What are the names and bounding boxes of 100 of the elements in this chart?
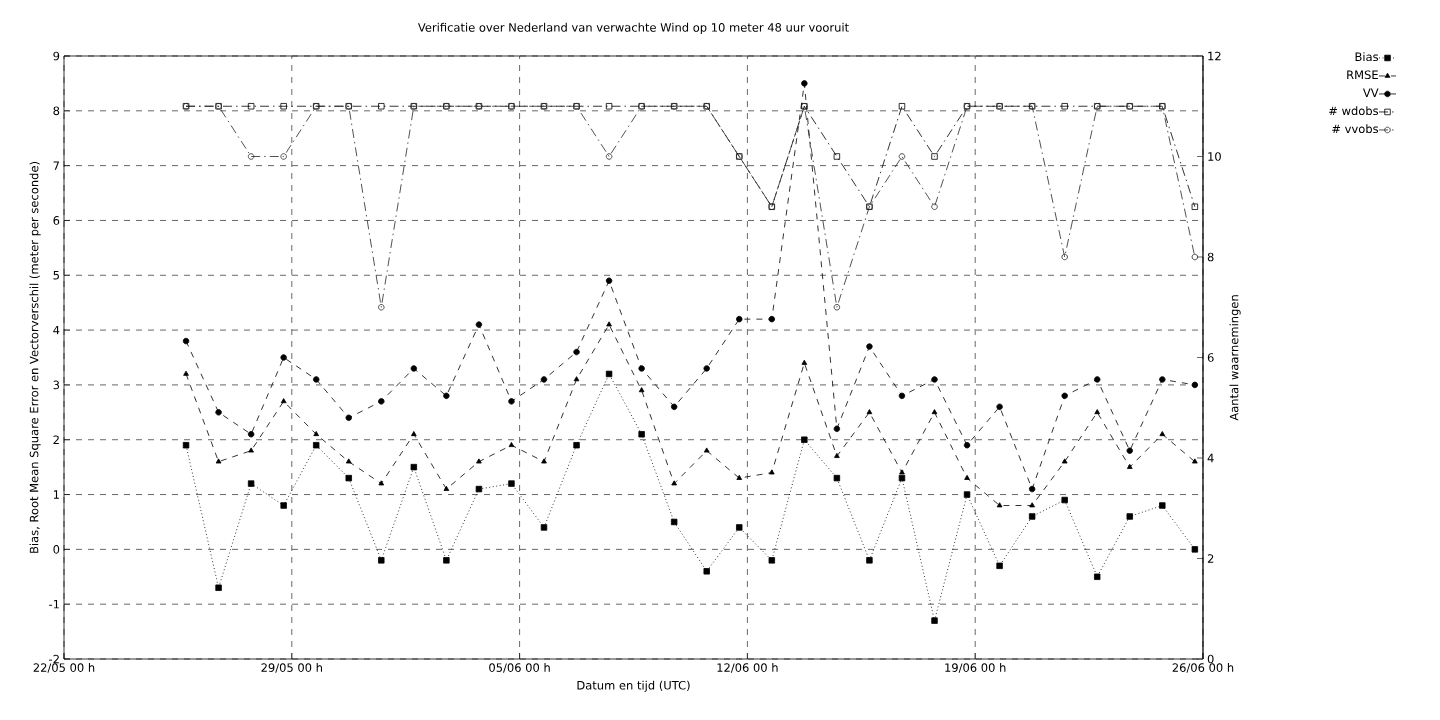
point <box>898 153 906 160</box>
y-tick-label: -2 <box>49 654 59 664</box>
legend-label: Bias <box>1355 52 1379 62</box>
point <box>833 474 841 482</box>
y-tick-label: 6 <box>53 216 60 225</box>
point <box>443 557 450 564</box>
point <box>280 153 287 160</box>
point <box>476 458 482 464</box>
point <box>183 370 189 376</box>
point <box>866 409 873 415</box>
point <box>280 354 287 361</box>
point <box>963 442 971 449</box>
point <box>573 376 580 382</box>
point <box>671 480 677 486</box>
point <box>280 502 287 509</box>
point <box>866 343 873 350</box>
point <box>931 203 938 210</box>
point <box>1192 458 1198 464</box>
point <box>996 562 1003 570</box>
point <box>475 321 483 328</box>
legend-label: VV <box>1362 88 1379 97</box>
y2-tick-label: 6 <box>1207 353 1214 362</box>
point <box>768 315 775 323</box>
point <box>801 359 808 365</box>
point <box>1061 496 1068 504</box>
point <box>313 431 320 437</box>
y2-tick-label: 2 <box>1207 554 1214 563</box>
point <box>768 469 775 475</box>
point <box>1061 458 1068 464</box>
point <box>605 153 613 160</box>
point <box>215 458 222 464</box>
point <box>411 431 417 437</box>
y2-axis-title: Aantal waarnemingen <box>1229 295 1241 421</box>
point <box>736 524 743 531</box>
point <box>410 463 418 471</box>
point <box>540 376 548 383</box>
point <box>605 277 613 284</box>
point <box>768 557 775 564</box>
point <box>606 321 612 327</box>
point <box>1094 573 1101 580</box>
point <box>1191 381 1199 389</box>
x-tick-label: 12/06 00 h <box>717 663 778 673</box>
y-tick-label: 4 <box>53 325 60 335</box>
y2-tick-label: 8 <box>1207 252 1214 262</box>
point <box>898 392 906 400</box>
point <box>280 103 287 110</box>
y2-tick-label: 10 <box>1208 152 1221 161</box>
point <box>1159 431 1166 437</box>
point <box>378 480 385 486</box>
point <box>801 80 808 87</box>
point <box>508 480 515 487</box>
point <box>1061 253 1068 261</box>
y-tick-label: 8 <box>53 106 60 116</box>
point <box>1061 103 1068 110</box>
point <box>638 365 645 372</box>
point <box>247 103 255 110</box>
point <box>833 425 841 432</box>
point <box>313 442 320 449</box>
point <box>898 103 906 110</box>
x-tick-label: 26/06 00 h <box>1172 663 1234 673</box>
y-tick-label: 1 <box>53 490 59 499</box>
point <box>670 403 678 411</box>
legend-label: # vvobs <box>1332 124 1379 134</box>
point <box>899 469 905 475</box>
y-axis-title: Bias, Root Mean Square Error en Vectorverschil (meter per seconde) <box>29 162 41 553</box>
legend-label: RMSE <box>1347 70 1378 80</box>
point <box>833 153 841 160</box>
point <box>573 442 580 449</box>
point <box>931 153 938 160</box>
point <box>931 409 938 415</box>
x-tick-label: 29/05 00 h <box>261 663 322 673</box>
point <box>1061 392 1068 400</box>
point <box>280 398 287 404</box>
point <box>1159 502 1166 509</box>
x-tick-label: 05/06 00 h <box>489 663 550 673</box>
point <box>736 315 743 323</box>
point <box>248 447 254 453</box>
point <box>1191 203 1199 210</box>
point <box>540 524 548 531</box>
point <box>931 376 938 383</box>
point <box>834 452 840 458</box>
point <box>378 103 385 110</box>
point <box>508 442 515 448</box>
point <box>508 398 515 405</box>
point <box>215 584 222 591</box>
point <box>638 387 645 393</box>
point <box>182 337 190 345</box>
point <box>703 568 710 575</box>
point <box>605 370 613 378</box>
y-tick-label: 0 <box>53 545 60 554</box>
y-tick-label: 9 <box>53 51 60 61</box>
point <box>475 485 483 493</box>
y2-tick-label: 4 <box>1207 453 1214 463</box>
point <box>1126 447 1133 454</box>
point <box>247 431 255 438</box>
point <box>1126 463 1133 469</box>
y-tick-label: -1 <box>49 599 59 609</box>
point <box>215 409 222 416</box>
point <box>801 436 808 443</box>
y2-tick-label: 0 <box>1207 654 1214 664</box>
